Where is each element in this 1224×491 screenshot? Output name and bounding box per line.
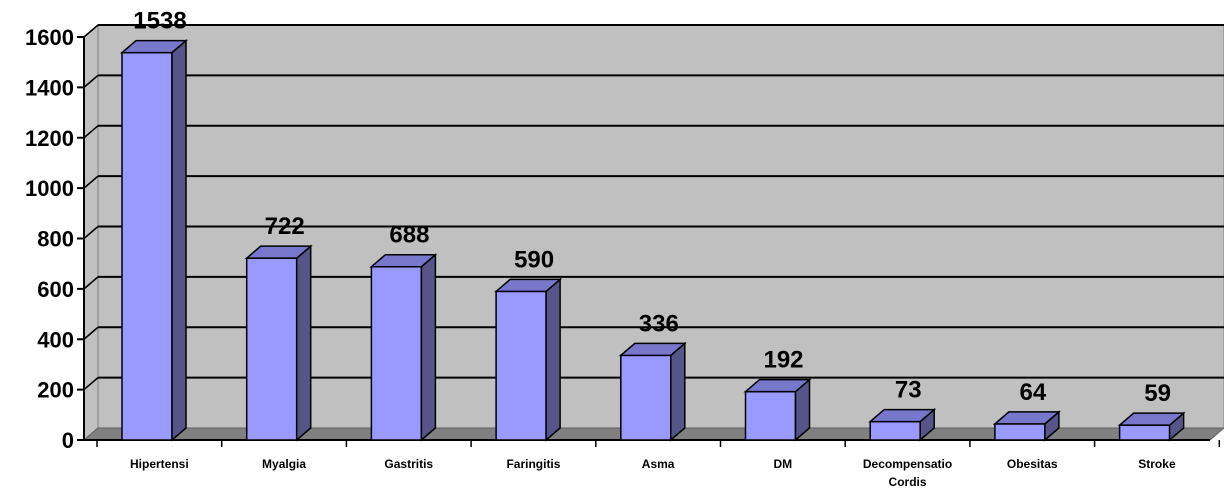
bar	[743, 378, 812, 442]
gridline-side	[83, 24, 99, 38]
bars	[119, 38, 1186, 442]
y-tick-label: 1400	[25, 75, 74, 100]
y-tick-label: 0	[62, 428, 74, 453]
data-label: 73	[895, 377, 922, 404]
y-tick-label: 1200	[25, 126, 74, 151]
category-label: DM	[774, 457, 793, 471]
bar-top	[1117, 412, 1186, 426]
bar-top	[992, 411, 1061, 425]
bar-top	[244, 245, 313, 259]
x-axis: Hipertensi Myalgia Gastritis Faringitis Asma…	[84, 439, 1221, 489]
category-label: Obesitas	[1007, 457, 1058, 471]
data-label: 192	[763, 347, 803, 374]
y-tick-label: 1600	[25, 25, 74, 50]
category-label: Stroke	[1138, 457, 1176, 471]
bar	[868, 407, 937, 442]
y-tick-label: 200	[37, 378, 74, 403]
bar-top	[119, 39, 189, 54]
bar-top	[868, 408, 937, 423]
category-label: Decompensatio Cordis	[863, 457, 952, 489]
category-label: Myalgia	[262, 457, 306, 471]
bar-front	[245, 257, 298, 441]
bar-front	[1118, 424, 1171, 441]
bar-top	[369, 253, 438, 268]
bar	[119, 38, 189, 442]
data-labels: 1538 722 688 590 336 192 73 64 59	[133, 8, 1171, 408]
category-label: Faringitis	[506, 457, 560, 471]
bar-side	[420, 253, 437, 442]
bar	[494, 277, 563, 442]
data-label: 336	[639, 310, 679, 337]
bar	[1117, 411, 1186, 442]
bar-top	[494, 278, 563, 293]
data-label: 688	[389, 222, 429, 249]
gridline-side	[83, 225, 99, 240]
bar-front	[121, 51, 173, 441]
gridline-side	[83, 125, 99, 139]
y-axis: 0 200 400 600 800 1000 1200 1400 1600	[25, 25, 85, 453]
data-label: 722	[265, 213, 305, 240]
data-label: 59	[1144, 380, 1171, 407]
gridline-side	[83, 74, 99, 88]
bar-front	[495, 290, 547, 441]
bar	[992, 410, 1061, 442]
bar-front	[744, 390, 797, 441]
bar-side	[295, 244, 312, 442]
data-label: 1538	[133, 8, 186, 35]
gridline-side	[83, 326, 99, 340]
bar-side	[545, 277, 561, 442]
category-label: Asma	[642, 457, 675, 471]
bar-front	[869, 420, 921, 441]
y-tick-label: 600	[37, 277, 74, 302]
y-tick-label: 400	[37, 327, 74, 352]
bar-front	[620, 354, 672, 441]
category-label: Hipertensi	[130, 457, 189, 471]
bar-side	[171, 38, 187, 442]
bar-side	[670, 341, 686, 442]
gridline-side	[83, 276, 99, 290]
bar	[369, 253, 438, 442]
y-tick-label: 1000	[25, 176, 74, 201]
data-label: 590	[514, 246, 554, 273]
bar-top	[743, 378, 812, 393]
gridline-side	[83, 175, 99, 189]
y-tick-label: 800	[37, 227, 74, 252]
bar	[244, 244, 313, 442]
data-label: 64	[1020, 379, 1047, 406]
bar-top	[618, 342, 687, 357]
bar-front	[370, 265, 423, 441]
bar-front	[994, 423, 1046, 441]
gridline-side	[83, 377, 99, 391]
category-label: Gastritis	[384, 457, 433, 471]
bar	[618, 341, 687, 442]
